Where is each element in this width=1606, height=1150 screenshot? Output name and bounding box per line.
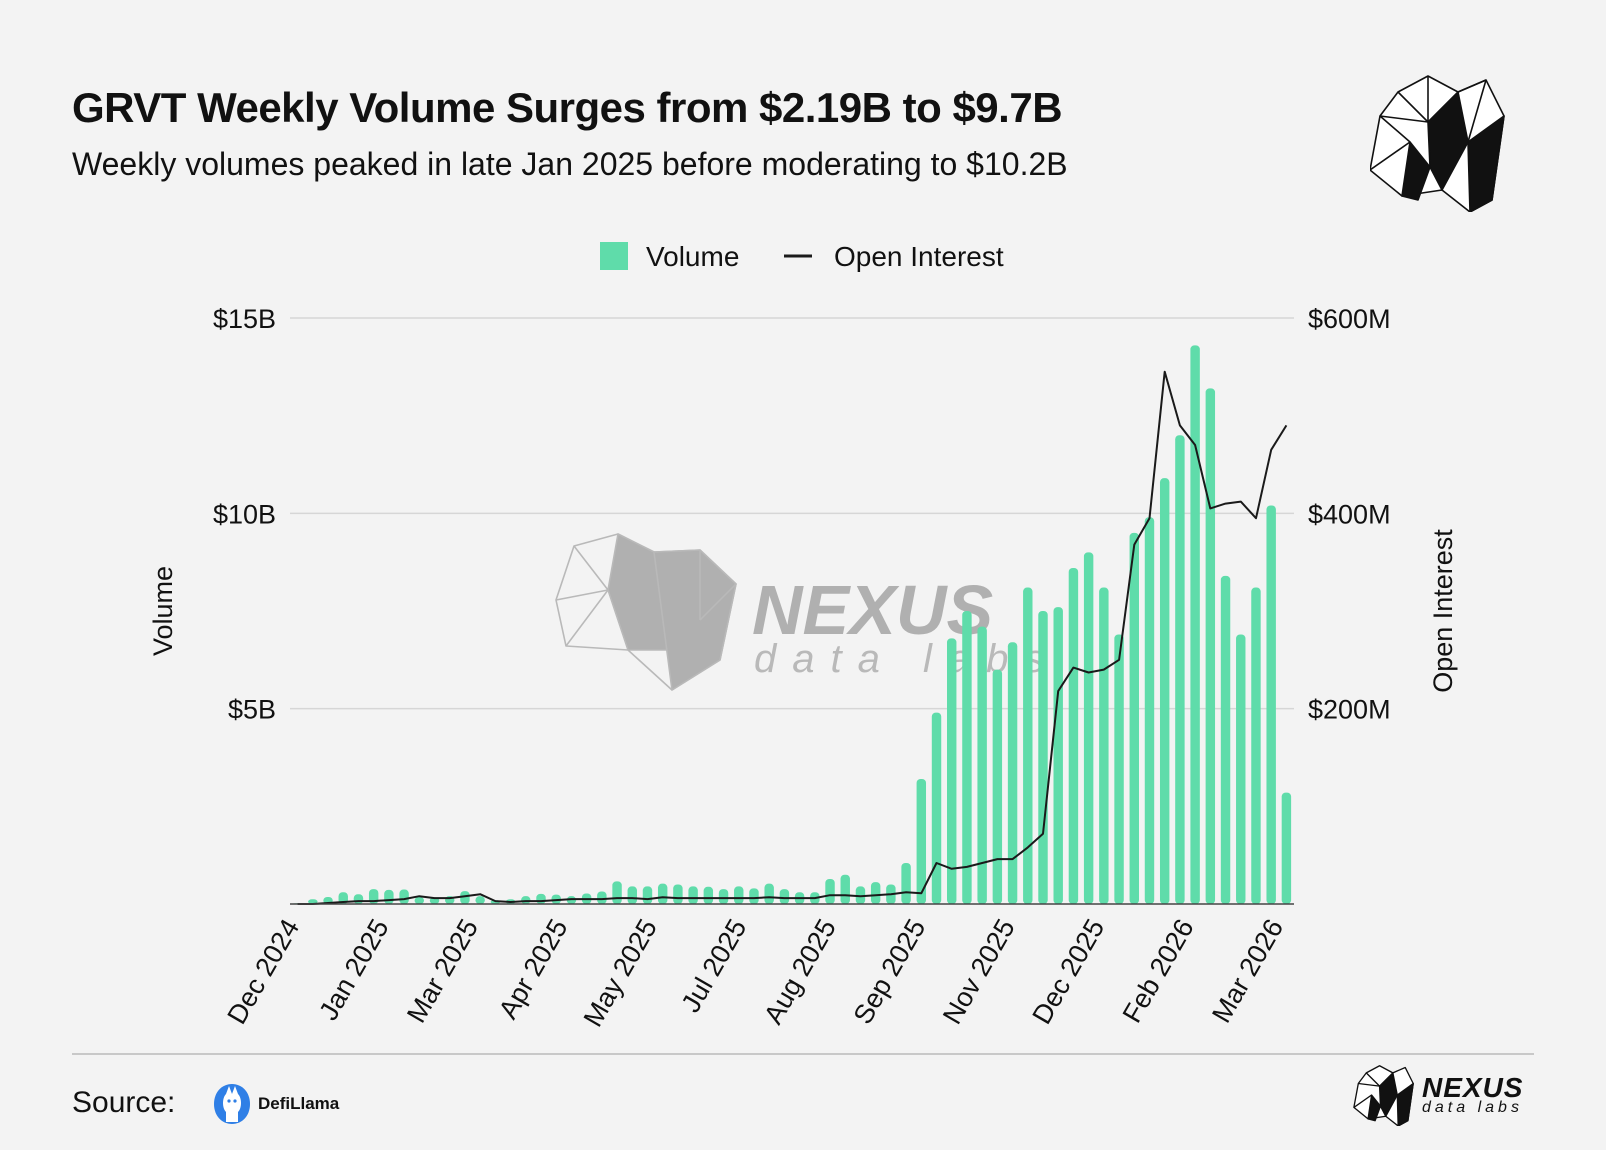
- chart-title: GRVT Weekly Volume Surges from $2.19B to…: [72, 84, 1063, 131]
- footer-logo: NEXUS data labs: [1350, 1064, 1523, 1126]
- y-right-tick-label: $200M: [1308, 695, 1391, 725]
- defillama-link[interactable]: DefiLlama: [212, 1082, 339, 1126]
- volume-bar: [977, 626, 987, 904]
- volume-bar: [1144, 517, 1155, 904]
- y-right-tick-label: $400M: [1308, 499, 1391, 529]
- volume-bar: [1190, 345, 1200, 904]
- legend-label-volume: Volume: [646, 241, 739, 272]
- volume-bar: [870, 882, 881, 904]
- volume-bar: [475, 896, 485, 904]
- volume-bar: [657, 883, 668, 904]
- y-right-tick-label: $600M: [1308, 304, 1391, 334]
- volume-bar: [1023, 587, 1033, 904]
- volume-bar: [521, 896, 531, 904]
- volume-bar: [764, 883, 774, 904]
- x-tick-label: Dec 2025: [1027, 914, 1111, 1029]
- volume-bar: [1159, 478, 1170, 904]
- x-tick-label: Apr 2025: [493, 914, 574, 1024]
- legend: Volume Open Interest: [600, 241, 1004, 272]
- open-interest-line: [297, 370, 1288, 905]
- legend-swatch-volume: [600, 242, 628, 270]
- volume-bar: [779, 889, 790, 904]
- footer-logo-sub: data labs: [1422, 1099, 1523, 1116]
- grid-lines: [290, 317, 1294, 710]
- volume-bar: [536, 893, 546, 904]
- volume-bar: [1083, 552, 1094, 904]
- volume-bar: [734, 886, 744, 904]
- x-tick-label: Dec 2024: [221, 914, 305, 1029]
- volume-bar: [931, 712, 942, 904]
- volume-bar: [688, 886, 698, 904]
- volume-bar: [1236, 634, 1246, 904]
- y-left-tick-label: $5B: [228, 695, 276, 725]
- volume-bar: [384, 889, 394, 904]
- volume-bar: [718, 889, 729, 904]
- volume-bar: [673, 884, 683, 904]
- volume-bar: [460, 891, 470, 904]
- watermark: NEXUS data labs: [555, 533, 1044, 691]
- volume-bars: [292, 345, 1292, 904]
- volume-bar: [627, 886, 637, 904]
- volume-bar: [399, 889, 409, 904]
- source-label: Source:: [72, 1086, 176, 1119]
- volume-bar: [1251, 587, 1261, 904]
- watermark-main: NEXUS: [752, 571, 993, 649]
- x-tick-label: Jan 2025: [313, 914, 395, 1025]
- volume-bar: [612, 881, 622, 904]
- x-tick-label: Jul 2025: [675, 914, 752, 1017]
- y-left-axis-label: Volume: [148, 566, 178, 656]
- volume-bar: [1053, 607, 1063, 904]
- nexus-logo-small-icon: [1353, 1065, 1414, 1126]
- footer-divider: [72, 1053, 1534, 1055]
- y-left-tick-label: $10B: [213, 499, 276, 529]
- x-tick-label: Feb 2026: [1117, 914, 1200, 1028]
- chart-subtitle: Weekly volumes peaked in late Jan 2025 b…: [72, 146, 1068, 182]
- volume-bar: [1266, 505, 1276, 904]
- source-name: DefiLlama: [258, 1094, 340, 1113]
- nexus-logo-icon: [1369, 72, 1506, 217]
- volume-bar: [916, 778, 927, 904]
- llama-icon: [214, 1084, 250, 1124]
- y-right-axis-label: Open Interest: [1428, 529, 1458, 693]
- volume-bar: [947, 638, 957, 904]
- x-tick-label: Sep 2025: [848, 914, 932, 1029]
- x-tick-label: Aug 2025: [758, 914, 842, 1029]
- volume-bar: [901, 862, 911, 904]
- volume-bar: [703, 886, 714, 904]
- volume-bar: [1175, 435, 1185, 904]
- volume-bar: [825, 878, 835, 904]
- y-left-tick-label: $15B: [213, 304, 276, 334]
- volume-bar: [840, 874, 850, 904]
- volume-bar: [992, 669, 1003, 904]
- volume-bar: [414, 896, 425, 904]
- volume-bar: [353, 894, 364, 904]
- volume-bar: [1038, 611, 1048, 904]
- volume-bar: [597, 891, 607, 904]
- x-tick-label: May 2025: [578, 914, 663, 1032]
- x-tick-label: Nov 2025: [937, 914, 1021, 1029]
- volume-bar: [1220, 575, 1231, 904]
- x-tick-label: Mar 2025: [401, 914, 484, 1028]
- footer-logo-main: NEXUS: [1422, 1072, 1524, 1103]
- volume-bar: [1068, 568, 1079, 904]
- volume-bar: [642, 886, 653, 904]
- volume-bar: [1114, 634, 1124, 904]
- volume-bar: [1007, 642, 1018, 904]
- volume-bar: [308, 899, 318, 904]
- volume-bar: [962, 611, 972, 904]
- volume-bar: [1129, 532, 1139, 904]
- volume-bar: [749, 888, 759, 904]
- volume-bar: [1205, 388, 1216, 904]
- x-tick-label: Mar 2026: [1206, 914, 1289, 1028]
- volume-bar: [1099, 587, 1109, 904]
- volume-bar: [1281, 792, 1292, 904]
- legend-label-open-interest: Open Interest: [834, 241, 1004, 272]
- open-interest-series-line: [297, 370, 1288, 905]
